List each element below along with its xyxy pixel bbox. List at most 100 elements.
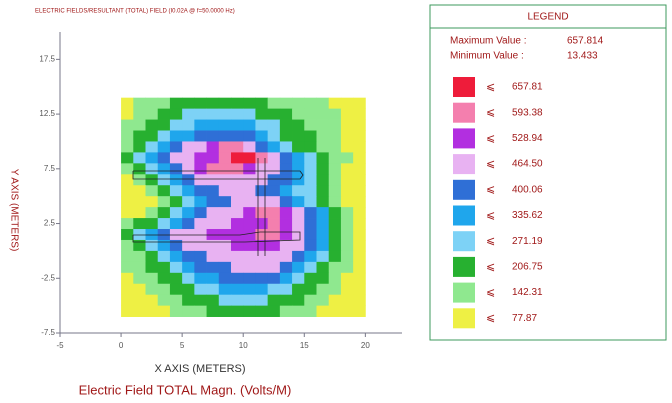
heat-cell xyxy=(121,294,134,307)
heat-cell xyxy=(243,97,256,110)
heat-cell xyxy=(145,305,159,317)
heat-cell xyxy=(243,130,256,142)
heat-cell xyxy=(267,250,281,263)
heat-cell xyxy=(353,97,366,110)
heat-cell xyxy=(194,218,207,230)
legend-label: 593.38 xyxy=(512,107,543,118)
heat-cell xyxy=(145,261,159,274)
heat-cell xyxy=(133,185,146,197)
x-tick-label: 10 xyxy=(239,341,248,350)
heat-cell xyxy=(157,174,171,186)
heat-cell xyxy=(157,261,171,274)
heat-cell xyxy=(353,250,366,263)
legend-label: 335.62 xyxy=(512,210,543,221)
legend-label: 400.06 xyxy=(512,184,543,195)
heat-cell xyxy=(218,218,232,230)
heat-cell xyxy=(133,218,146,230)
heat-cell xyxy=(279,305,293,317)
heat-cell xyxy=(267,305,281,317)
heat-cell xyxy=(145,141,159,153)
legend-swatch xyxy=(453,256,475,277)
heat-cell xyxy=(121,229,134,241)
heat-cell xyxy=(353,218,366,230)
heat-cell xyxy=(243,141,256,153)
heat-cell xyxy=(279,250,293,263)
heat-cell xyxy=(231,163,244,175)
heat-cell xyxy=(133,108,146,120)
heat-cell xyxy=(182,207,195,219)
legend-label: 657.81 xyxy=(512,82,543,93)
caption: Electric Field TOTAL Magn. (Volts/M) xyxy=(79,382,292,397)
heat-cell xyxy=(133,207,146,219)
heat-cell xyxy=(292,97,305,110)
heat-cell xyxy=(328,250,342,263)
heat-cell xyxy=(316,261,330,274)
heat-cell xyxy=(157,294,171,307)
heat-cell xyxy=(328,218,342,230)
heat-cell xyxy=(292,250,305,263)
heat-cell xyxy=(206,163,220,175)
heat-cell xyxy=(267,207,281,219)
heat-cell xyxy=(218,305,232,317)
heat-cell xyxy=(340,141,354,153)
heat-cell xyxy=(206,97,220,110)
heat-cell xyxy=(169,250,183,263)
heat-cell xyxy=(279,152,293,164)
heat-cell xyxy=(316,152,330,164)
heat-cell xyxy=(267,97,281,110)
heat-cell xyxy=(157,152,171,164)
heat-cell xyxy=(121,141,134,153)
legend-swatch xyxy=(453,205,475,226)
heat-cell xyxy=(231,130,244,142)
heat-cell xyxy=(292,185,305,197)
heat-cell xyxy=(121,207,134,219)
heat-cell xyxy=(340,218,354,230)
lower-conductor xyxy=(132,231,301,243)
heat-cell xyxy=(353,283,366,296)
heat-cell xyxy=(218,250,232,263)
heat-cell xyxy=(133,97,146,110)
heat-cell xyxy=(218,119,232,131)
heat-cell xyxy=(328,207,342,219)
heat-cell xyxy=(316,229,330,241)
heat-cell xyxy=(231,294,244,307)
heat-cell xyxy=(121,185,134,197)
heat-cell xyxy=(169,130,183,142)
y-tick-label: 2.5 xyxy=(44,219,56,228)
y-tick-label: -7.5 xyxy=(41,328,55,337)
heat-cell xyxy=(304,119,317,131)
heat-cell xyxy=(121,130,134,142)
heat-cell xyxy=(218,196,232,208)
heat-cell xyxy=(292,305,305,317)
heat-cell xyxy=(231,261,244,274)
heat-cell xyxy=(182,272,195,285)
heat-cell xyxy=(121,272,134,285)
heat-cell xyxy=(182,185,195,197)
heat-cell xyxy=(316,207,330,219)
heat-cell xyxy=(353,229,366,241)
heat-cell xyxy=(267,174,281,186)
y-tick-label: 12.5 xyxy=(39,109,55,118)
heat-cell xyxy=(255,185,269,197)
heat-cell xyxy=(292,152,305,164)
heat-cell xyxy=(243,229,256,241)
heat-cell xyxy=(157,305,171,317)
heat-cell xyxy=(121,250,134,263)
min-value: 13.433 xyxy=(567,51,598,62)
heat-cell xyxy=(255,152,269,164)
heat-cell xyxy=(267,229,281,241)
heat-cell xyxy=(353,163,366,175)
legend-swatch xyxy=(453,102,475,123)
heat-cell xyxy=(328,305,342,317)
heat-cell xyxy=(121,152,134,164)
heat-cell xyxy=(340,152,354,164)
heat-cell xyxy=(182,97,195,110)
heat-cell xyxy=(206,119,220,131)
heat-cell xyxy=(267,239,281,252)
heat-cell xyxy=(145,97,159,110)
heat-cell xyxy=(292,130,305,142)
heat-cell xyxy=(340,196,354,208)
heat-cell xyxy=(243,218,256,230)
heat-cell xyxy=(255,207,269,219)
heat-cell xyxy=(292,229,305,241)
